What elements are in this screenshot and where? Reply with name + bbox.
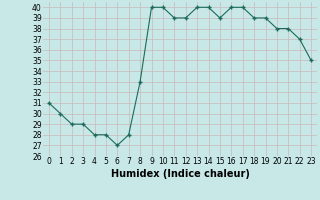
X-axis label: Humidex (Indice chaleur): Humidex (Indice chaleur) xyxy=(111,169,249,179)
